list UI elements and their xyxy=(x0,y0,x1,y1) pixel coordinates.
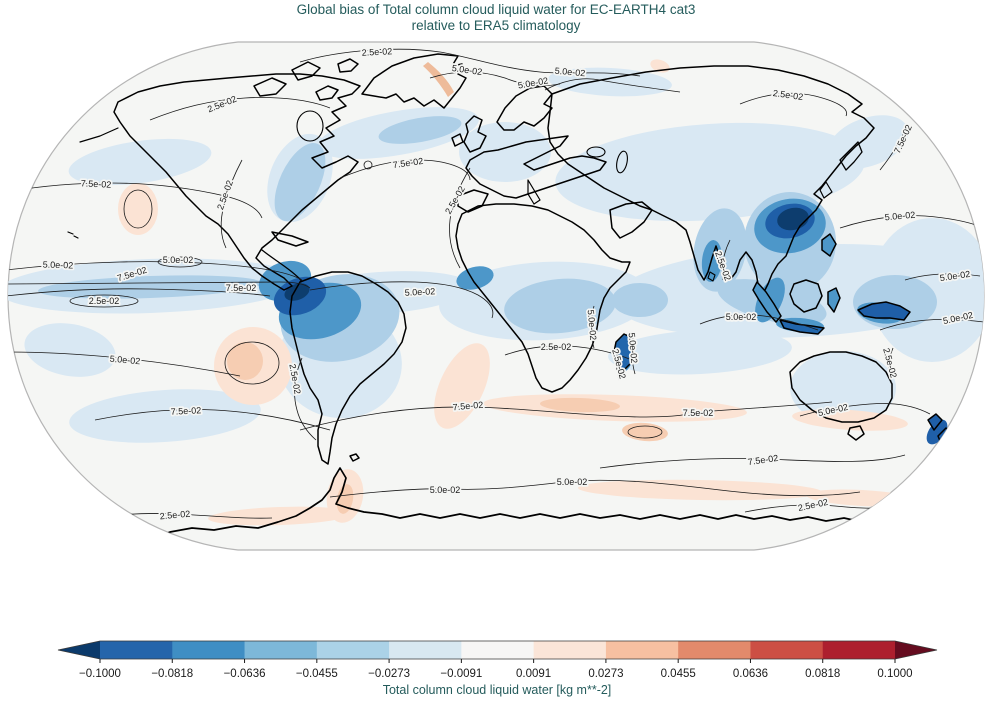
contour-label: 2.5e-02 xyxy=(159,509,190,522)
colorbar-segment xyxy=(389,641,462,659)
coastline-korea xyxy=(819,181,833,199)
contour-label: 2.5e-02 xyxy=(541,342,572,352)
coastline-south-america xyxy=(289,271,407,465)
coastline-madagascar xyxy=(613,333,635,373)
coastline-cuba xyxy=(271,231,309,247)
coastline-caspian-sea xyxy=(616,150,628,174)
coastline-greenland xyxy=(361,53,467,109)
coastline-europe xyxy=(465,135,607,199)
colorbar-tick-label: 0.0818 xyxy=(805,668,840,680)
colorbar-tick-label: 0.0091 xyxy=(516,668,551,680)
contour-label: 5.0e-02 xyxy=(557,477,588,487)
contour-label: 5.0e-02 xyxy=(884,210,915,223)
colorbar-segment xyxy=(461,641,535,659)
coastline-north-america xyxy=(113,73,361,291)
colorbar-segment xyxy=(316,641,390,659)
contour-label: 7.5e-02 xyxy=(226,283,257,293)
coastline-java xyxy=(779,319,825,335)
coastline-new-guinea xyxy=(857,301,911,321)
colorbar-tick-label: −0.1000 xyxy=(79,668,121,680)
coastline-africa xyxy=(455,203,631,393)
figure-title: Global bias of Total column cloud liquid… xyxy=(0,2,992,34)
coastline-black-sea xyxy=(586,146,606,158)
colorbar-tick-label: −0.0455 xyxy=(296,668,338,680)
coastlines xyxy=(67,53,953,541)
coastline-australia xyxy=(789,351,893,423)
contour-label: 5.0e-02 xyxy=(404,286,435,298)
coastline-sumatra xyxy=(752,281,782,323)
colorbar-tick-label: −0.0636 xyxy=(224,668,266,680)
coastline-britain xyxy=(451,115,487,153)
coastline-philippines xyxy=(821,233,837,257)
colorbar-tick-label: 0.0636 xyxy=(733,668,768,680)
coastline-hudson-bay xyxy=(296,110,324,142)
contour-label: 5.0e-02 xyxy=(163,255,194,265)
contour-label: 5.0e-02 xyxy=(627,332,640,363)
colorbar-body xyxy=(57,640,938,660)
coastline-sulawesi xyxy=(827,287,841,313)
colorbar-segment xyxy=(58,641,100,659)
coastline-falklands xyxy=(349,453,360,462)
contour-label: 5.0e-02 xyxy=(430,485,461,495)
colorbar-segment xyxy=(533,641,607,659)
colorbar-segment xyxy=(172,641,246,659)
colorbar-segment xyxy=(822,641,896,659)
coastline-italy xyxy=(527,179,541,205)
coastline-arctic-islands xyxy=(253,58,359,101)
colorbar-segment xyxy=(605,641,679,659)
title-line-2: relative to ERA5 climatology xyxy=(411,18,581,33)
contour-label: 5.0e-02 xyxy=(726,312,757,322)
contour-label: 5.0e-02 xyxy=(586,309,599,340)
colorbar-segment xyxy=(244,641,318,659)
contour-label: 2.5e-02 xyxy=(89,296,120,306)
colorbar-segment xyxy=(100,641,173,659)
contour-label: 7.5e-02 xyxy=(683,408,714,418)
title-line-1: Global bias of Total column cloud liquid… xyxy=(296,2,696,17)
coastline-aleutians xyxy=(79,127,119,143)
contour-lines xyxy=(8,48,984,523)
contour-label: 5.0e-02 xyxy=(43,259,74,270)
colorbar-tick-label: 0.0273 xyxy=(588,668,623,680)
contour-label: 7.5e-02 xyxy=(170,405,201,417)
colorbar-tick-label: −0.0818 xyxy=(151,668,193,680)
coastline-arabia xyxy=(609,201,653,239)
coastline-tasmania xyxy=(847,425,865,441)
coastline-sri-lanka xyxy=(707,271,716,282)
contour-label: 7.5e-02 xyxy=(452,400,483,413)
colorbar-segment xyxy=(678,641,751,659)
colorbar-tick-label: −0.0273 xyxy=(368,668,410,680)
coastline-central-america xyxy=(261,249,302,283)
coastline-scandinavia xyxy=(496,85,553,131)
colorbar-ticks: −0.1000 −0.0818 −0.0636 −0.0455 −0.0273 −0.00… xyxy=(79,659,913,680)
contour-label: 7.5e-02 xyxy=(80,178,111,190)
contour-label: 5.0e-02 xyxy=(109,354,140,367)
world-bias-map: 2.5e-02 5.0e-02 5.0e-02 5.0e-02 2.5e-02 2.5e-… xyxy=(7,41,985,551)
colorbar-tick-label: 0.1000 xyxy=(877,668,912,680)
colorbar-tick-label: −0.0091 xyxy=(440,668,482,680)
colorbar-label: Total column cloud liquid water [kg m**-… xyxy=(383,683,612,697)
coastline-japan xyxy=(839,141,863,171)
colorbar-tick-label: 0.0455 xyxy=(661,668,696,680)
coastline-hawaii xyxy=(67,231,79,239)
contour-label: 5.0e-02 xyxy=(554,66,585,79)
coastline-borneo xyxy=(789,279,823,313)
contour-label: 2.5e-02 xyxy=(361,46,392,58)
colorbar: −0.1000 −0.0818 −0.0636 −0.0455 −0.0273 −0.00… xyxy=(57,640,938,697)
anomaly-fill-greenland-coast-pink xyxy=(423,62,454,97)
colorbar-segment xyxy=(750,641,824,659)
colorbar-segment xyxy=(895,641,937,659)
coastline-antarctica xyxy=(149,467,879,541)
